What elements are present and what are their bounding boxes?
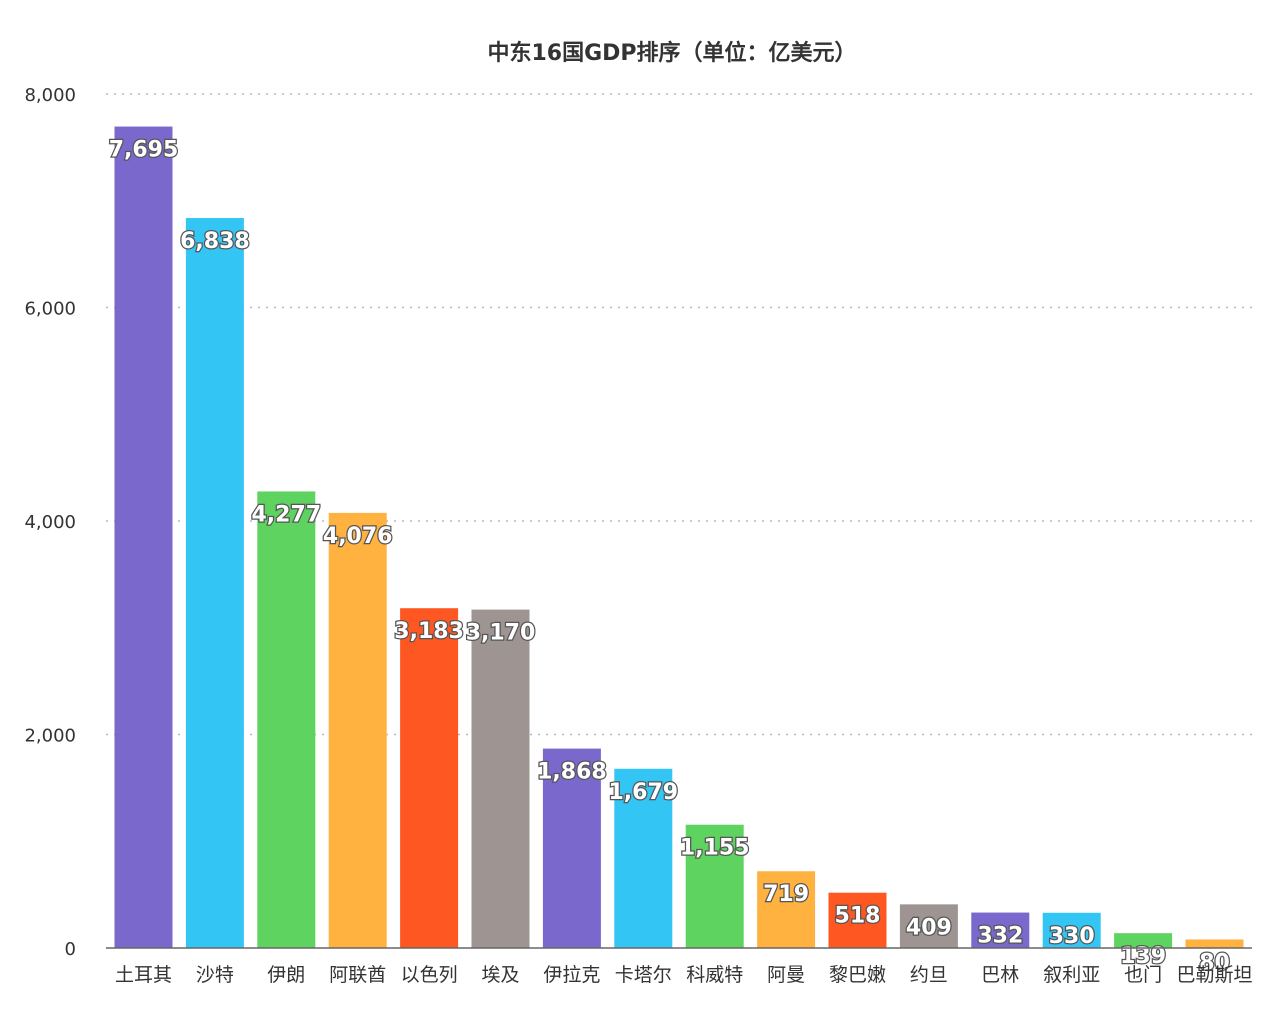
category-label: 伊朗 [267,964,305,986]
bar-value-label: 719 [763,882,809,907]
category-label: 约旦 [910,964,948,986]
y-tick-label: 8,000 [24,85,76,106]
category-label: 埃及 [481,964,519,986]
bar-1 [185,218,244,948]
bar-value-label: 7,695 [109,138,179,163]
category-label: 巴林 [981,964,1019,986]
bar-value-label: 3,170 [466,621,536,646]
bar-3 [328,512,387,948]
bar-value-label: 518 [835,904,881,929]
y-tick-label: 2,000 [24,726,76,747]
y-tick-label: 6,000 [24,299,76,320]
bar-value-label: 1,679 [609,780,679,805]
category-label: 叙利亚 [1043,964,1100,986]
bar-11 [899,904,958,948]
category-label: 也门 [1124,964,1162,986]
bar-value-label: 1,868 [537,760,607,785]
bar-value-label: 4,277 [252,502,322,527]
y-axis-tick-labels: 0 2,000 4,000 6,000 8,000 [24,85,76,960]
bars [114,126,1244,949]
category-label: 黎巴嫩 [829,964,886,986]
bar-value-label: 332 [977,924,1023,949]
bar-7 [614,768,673,948]
x-axis-category-labels: 土耳其 沙特 伊朗 阿联酋 以色列 埃及 伊拉克 卡塔尔 科威特 阿曼 黎巴嫩 约旦 巴林 叙利亚 也门 巴勒… [115,964,1253,986]
y-tick-label: 0 [65,939,76,960]
category-label: 土耳其 [115,964,172,986]
category-label: 以色列 [401,964,458,986]
category-label: 巴勒斯坦 [1176,964,1252,986]
y-tick-label: 4,000 [24,512,76,533]
bar-value-label: 3,183 [394,619,464,644]
category-label: 阿联酋 [329,964,386,986]
bar-15 [1185,939,1244,948]
bar-9 [757,871,816,948]
category-label: 阿曼 [767,964,805,986]
bar-0 [114,126,173,949]
bar-2 [257,491,316,948]
bar-5 [471,609,530,948]
category-label: 科威特 [686,964,743,986]
bar-10 [828,892,887,948]
bar-13 [1042,912,1101,948]
category-label: 沙特 [196,964,234,986]
category-label: 伊拉克 [543,964,600,986]
bar-8 [685,824,744,948]
bar-value-label: 409 [906,915,952,940]
category-label: 卡塔尔 [615,964,672,986]
bar-value-label: 330 [1049,924,1095,949]
bar-value-label: 1,155 [680,836,750,861]
bar-14 [1114,933,1173,948]
bar-value-label: 4,076 [323,524,393,549]
bar-12 [971,912,1030,948]
bar-value-label: 80 [1199,950,1230,975]
chart-title: 中东16国GDP排序（单位：亿美元） [487,40,856,66]
bar-4 [400,608,459,948]
bar-value-label: 6,838 [180,229,250,254]
bar-6 [542,748,601,948]
